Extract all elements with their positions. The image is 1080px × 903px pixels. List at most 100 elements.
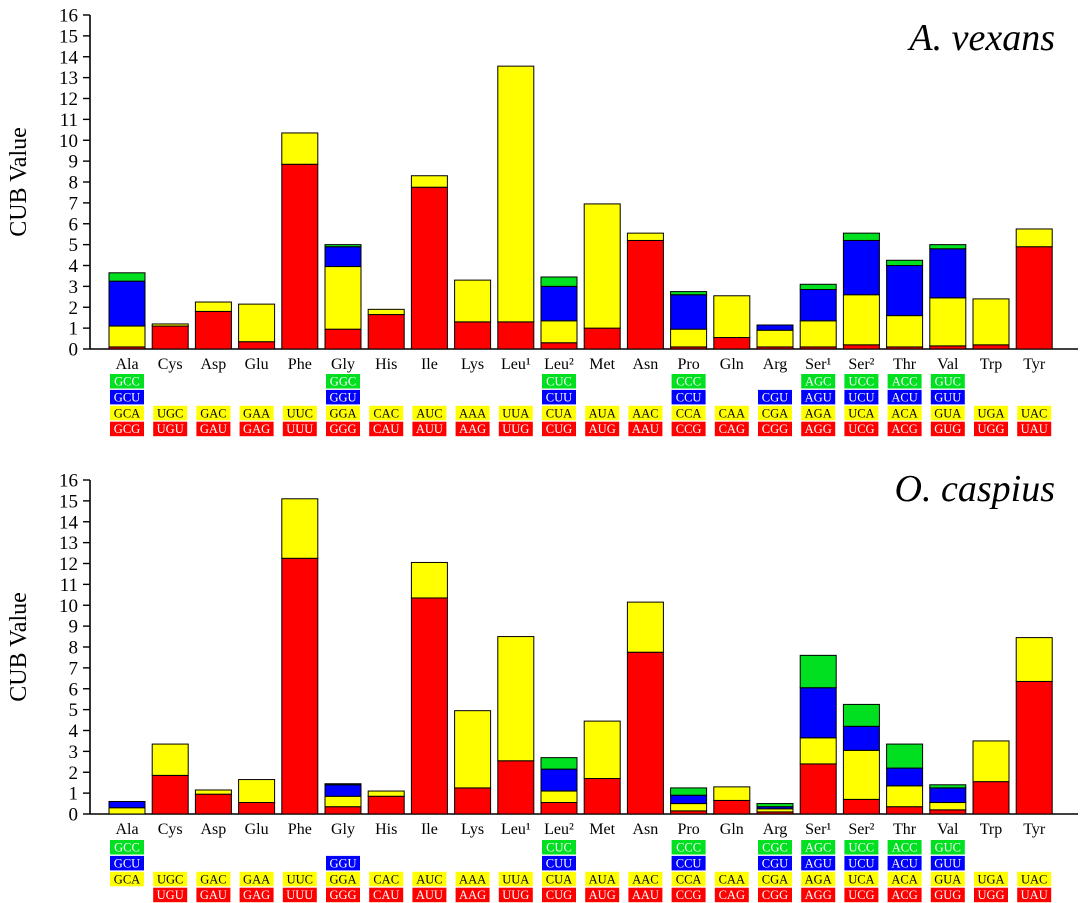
bar-segment-red <box>454 787 492 815</box>
y-axis-label: CUB Value <box>6 592 32 702</box>
bar-segment-red <box>281 163 319 350</box>
x-tick-label: Arg <box>763 821 788 838</box>
codon-box-red <box>239 421 274 437</box>
bar-segment-yellow <box>713 786 751 801</box>
codon-box-green <box>671 374 706 389</box>
x-tick-label: Met <box>589 821 615 838</box>
codon-box-red <box>844 421 879 437</box>
bar-segment-yellow <box>886 315 924 348</box>
bar-segment-yellow <box>410 175 448 188</box>
codon-box-blue <box>844 389 879 405</box>
bar-segment-green <box>886 259 924 266</box>
codon-label: AGG <box>805 888 832 902</box>
codon-label: AGU <box>805 856 832 870</box>
bar-segment-yellow <box>497 65 535 323</box>
codon-label: AAU <box>632 422 659 436</box>
y-tick-label: 10 <box>59 131 78 152</box>
codon-label: UGA <box>977 872 1004 886</box>
chart-title: A. vexans <box>906 17 1055 59</box>
codon-label: GUU <box>934 390 961 404</box>
codon-label: AAC <box>632 872 658 886</box>
codon-box-yellow <box>542 871 576 887</box>
bar-segment-yellow <box>194 301 232 312</box>
codon-box-yellow <box>974 405 1008 421</box>
codon-label: AUG <box>589 422 616 436</box>
codon-label: CUA <box>546 872 572 886</box>
codon-box-blue <box>801 389 836 405</box>
codon-label: CAA <box>719 406 745 420</box>
codon-box-yellow <box>887 405 922 421</box>
codon-label: AUG <box>589 888 616 902</box>
codon-box-red <box>153 887 188 903</box>
bar-segment-yellow <box>238 303 276 343</box>
bar-segment-red <box>151 774 189 815</box>
codon-box-yellow <box>239 871 274 887</box>
bar-segment-green <box>540 757 578 770</box>
bar-segment-green <box>929 244 967 250</box>
codon-box-red <box>455 887 490 903</box>
codon-box-red <box>844 887 879 903</box>
codon-box-yellow <box>714 405 749 421</box>
bar-segment-red <box>583 778 621 815</box>
codon-label: UUG <box>502 422 529 436</box>
bar-segment-yellow <box>367 308 405 316</box>
codon-label: CGG <box>762 888 788 902</box>
codon-box-green <box>758 840 792 855</box>
codon-box-green <box>930 840 965 855</box>
y-tick-label: 10 <box>59 596 78 617</box>
codon-label: ACU <box>891 856 917 870</box>
codon-label: AGG <box>805 422 832 436</box>
bar-segment-green <box>324 244 362 248</box>
bar-segment-yellow <box>670 328 708 348</box>
codon-label: GGU <box>329 856 356 870</box>
bar-segment-blue <box>886 265 924 317</box>
codon-box-red <box>369 421 404 437</box>
x-tick-label: Cys <box>158 356 183 373</box>
bar-segment-yellow <box>151 743 189 776</box>
codon-box-blue <box>110 855 144 871</box>
codon-box-red <box>196 887 231 903</box>
bar-segment-yellow <box>108 325 146 348</box>
codon-label: GAA <box>243 872 270 886</box>
bar-segment-red <box>497 321 535 350</box>
codon-label: UGA <box>977 406 1004 420</box>
codon-box-green <box>887 840 922 855</box>
codon-label: CCG <box>676 888 702 902</box>
y-tick-label: 12 <box>59 554 78 575</box>
codon-box-red <box>282 421 317 437</box>
bar-segment-red <box>194 793 232 815</box>
codon-box-blue <box>326 389 360 405</box>
bar-segment-yellow <box>540 790 578 804</box>
codon-label: ACU <box>891 390 917 404</box>
y-tick-label: 3 <box>69 742 79 763</box>
y-tick-label: 3 <box>69 277 79 298</box>
codon-label: CCU <box>676 390 702 404</box>
bar-segment-blue <box>324 246 362 268</box>
codon-label: CUU <box>546 856 572 870</box>
codon-box-yellow <box>1017 871 1052 887</box>
x-tick-label: Lys <box>461 356 484 373</box>
codon-box-red <box>369 887 404 903</box>
codon-label: UCG <box>848 888 874 902</box>
codon-box-red <box>887 887 922 903</box>
codon-label: UGG <box>977 422 1004 436</box>
codon-box-red <box>110 421 144 437</box>
bar-segment-green <box>670 787 708 796</box>
codon-label: CCC <box>676 375 701 389</box>
codon-box-red <box>930 887 965 903</box>
codon-label: AAG <box>459 422 486 436</box>
x-tick-label: Gln <box>720 821 744 838</box>
codon-box-red <box>671 421 706 437</box>
bar-segment-yellow <box>886 785 924 808</box>
bar-segment-red <box>842 344 880 350</box>
codon-label: GUC <box>935 841 961 855</box>
codon-label: UCC <box>849 375 875 389</box>
codon-label: CUA <box>546 406 572 420</box>
codon-label: GCG <box>114 422 140 436</box>
bar-segment-blue <box>540 285 578 322</box>
codon-box-blue <box>844 855 879 871</box>
bar-segment-red <box>238 341 276 350</box>
codon-label: GAC <box>200 406 226 420</box>
codon-label: GUC <box>935 375 961 389</box>
codon-box-blue <box>671 389 706 405</box>
